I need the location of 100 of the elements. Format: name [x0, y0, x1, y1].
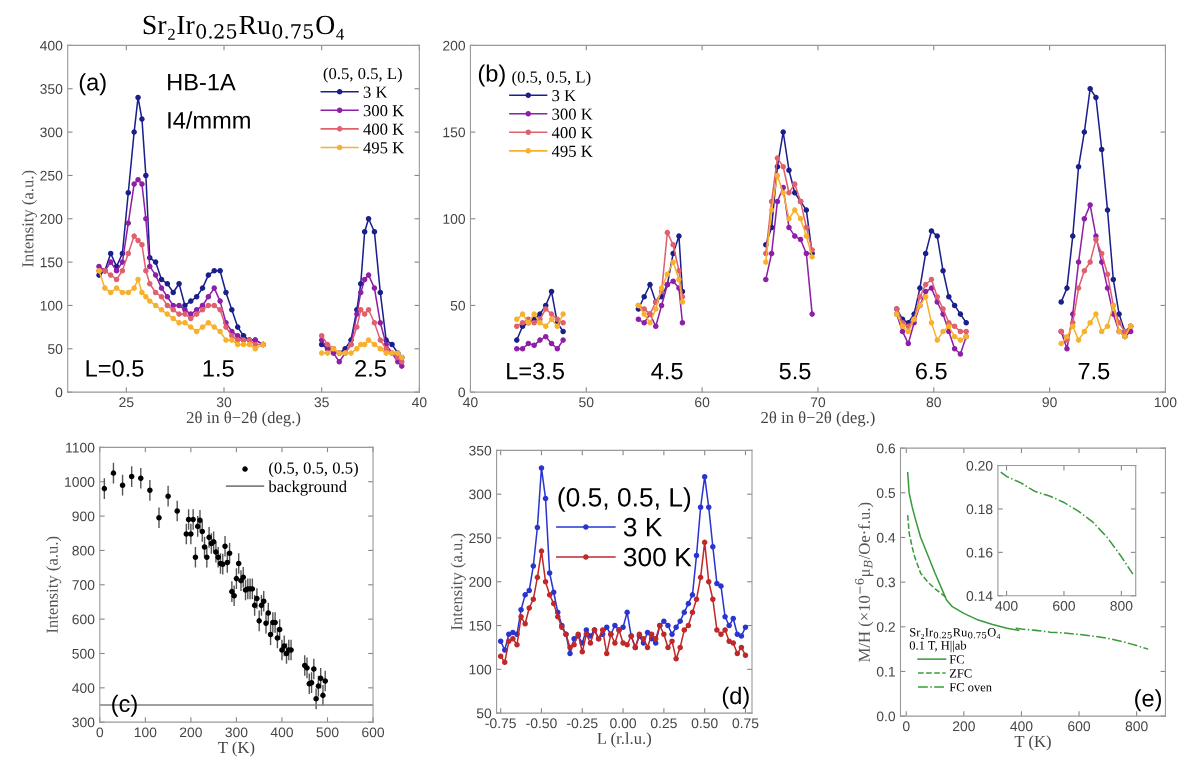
legend-label: 3 K [552, 90, 576, 102]
x-tick-label: 200 [952, 721, 975, 732]
y-axis-title: Intensity (a.u.) [21, 170, 37, 267]
y-tick-label: 150 [469, 620, 492, 631]
x-tick-label: 0 [902, 721, 910, 732]
y-tick-label: 300 [469, 489, 492, 500]
y-axis-title: Intensity (a.u.) [46, 536, 62, 634]
x-tick-label: 25 [119, 397, 134, 408]
x-tick-label: 80 [926, 397, 941, 408]
y-tick-label: 200 [443, 40, 466, 51]
y-tick-label: 1100 [66, 442, 95, 453]
annotation: I4/mmm [168, 111, 250, 129]
legend-label: 400 K [363, 123, 405, 135]
annotation: (c) [112, 694, 137, 717]
y-tick-label: 0.5 [876, 488, 896, 498]
annotation: L=3.5 [507, 362, 564, 380]
x-tick-label: 400 [995, 600, 1018, 611]
y-axis-title: Intensity (a.u.) [450, 533, 466, 630]
legend-label: 3 K [623, 517, 663, 537]
x-tick-label: 0.50 [691, 718, 718, 729]
x-tick-label: 60 [695, 397, 710, 408]
y-tick-label: 50 [476, 708, 492, 719]
x-tick-label: 90 [1042, 397, 1057, 408]
y-tick-label: 150 [443, 127, 466, 138]
x-tick-label: 500 [316, 727, 339, 738]
x-tick-label: -0.75 [485, 718, 516, 729]
y-tick-label: 600 [72, 614, 95, 625]
y-tick-label: 800 [72, 545, 95, 556]
x-tick-label: 70 [810, 397, 826, 408]
y-tick-label: 100 [40, 300, 63, 311]
annotation: (a) [79, 73, 106, 96]
x-tick-label: -0.50 [526, 718, 557, 729]
y-tick-label: 0.4 [876, 532, 896, 543]
legend-label: FC oven [949, 683, 992, 692]
legend-label: 300 K [623, 547, 692, 567]
annotation: 7.5 [1078, 362, 1110, 380]
y-tick-label: 250 [469, 533, 492, 544]
x-tick-label: 50 [579, 397, 594, 408]
legend-label: 3 K [363, 86, 388, 98]
y-tick-label: 0.6 [876, 443, 896, 454]
annotation: (e) [1135, 689, 1162, 712]
x-axis-title: T (K) [1014, 735, 1051, 751]
y-tick-label: 200 [40, 214, 63, 224]
x-axis-title: T (K) [218, 741, 255, 757]
legend-label: 300 K [363, 105, 405, 117]
y-tick-label: 1000 [65, 477, 95, 487]
legend-label: 300 K [552, 108, 593, 120]
annotation: 6.5 [916, 362, 947, 380]
y-tick-label: 0.20 [966, 460, 993, 471]
legend-label: ZFC [949, 669, 972, 678]
x-tick-label: 100 [1154, 397, 1177, 408]
y-tick-label: 400 [40, 40, 63, 51]
y-tick-label: 250 [40, 170, 63, 181]
annotation: 1.5 [203, 360, 234, 377]
annotation: 2.5 [355, 360, 386, 377]
annotation: 4.5 [651, 362, 683, 380]
y-tick-label: 0.1 [876, 666, 895, 677]
y-tick-label: 0 [55, 387, 63, 398]
y-tick-label: 700 [72, 580, 95, 590]
y-tick-label: 0 [458, 387, 466, 398]
x-tick-label: 35 [314, 397, 329, 408]
annotation: (b) [478, 64, 505, 87]
y-tick-label: 200 [469, 577, 492, 587]
x-tick-label: 400 [270, 727, 293, 738]
x-tick-label: -0.25 [567, 718, 598, 729]
x-tick-label: 0 [96, 727, 104, 738]
x-tick-label: 600 [1068, 721, 1091, 732]
x-tick-label: 30 [216, 397, 232, 408]
y-axis-title: M/H (×10$^{−6}$μ$_{B}$/Oe·f.u.) [855, 502, 874, 662]
x-tick-label: 0.00 [610, 718, 637, 729]
legend-label: 495 K [551, 145, 593, 157]
annotation: (d) [722, 686, 749, 709]
x-axis-title: 2θ in θ−2θ (deg.) [761, 411, 875, 427]
y-tick-label: 400 [72, 683, 95, 693]
y-tick-label: 900 [72, 511, 95, 522]
y-tick-label: 100 [469, 664, 492, 675]
y-tick-label: 0.2 [876, 622, 895, 632]
y-tick-label: 0.16 [966, 547, 993, 558]
y-tick-label: 50 [450, 300, 466, 311]
x-tick-label: 200 [179, 727, 202, 738]
annotation: L=0.5 [86, 360, 144, 377]
text: Sr₂Ir$_{0.25}$Ru$_{0.75}$O₄ 0.1 T, H||ab [909, 628, 1001, 653]
annotation: 5.5 [779, 362, 811, 380]
legend-title: (0.5, 0.5, L) [558, 487, 691, 512]
x-tick-label: 800 [1125, 721, 1148, 732]
x-axis-title: 2θ in θ−2θ (deg.) [186, 411, 301, 427]
legend-title: (0.5, 0.5, L) [323, 67, 402, 83]
y-tick-label: 0.3 [876, 577, 896, 588]
x-tick-label: 100 [134, 727, 157, 738]
annotation: HB-1A [168, 74, 236, 91]
legend-label: FC [949, 655, 964, 664]
y-tick-label: 0.0 [876, 711, 896, 722]
x-tick-label: 0.75 [732, 718, 759, 729]
legend-label: 495 K [363, 142, 405, 154]
y-tick-label: 100 [443, 214, 466, 224]
y-tick-label: 350 [40, 84, 63, 94]
x-tick-label: 0.25 [650, 718, 677, 729]
x-tick-label: 40 [463, 397, 478, 408]
x-tick-label: 40 [411, 397, 427, 408]
legend-label: 400 K [551, 127, 593, 139]
